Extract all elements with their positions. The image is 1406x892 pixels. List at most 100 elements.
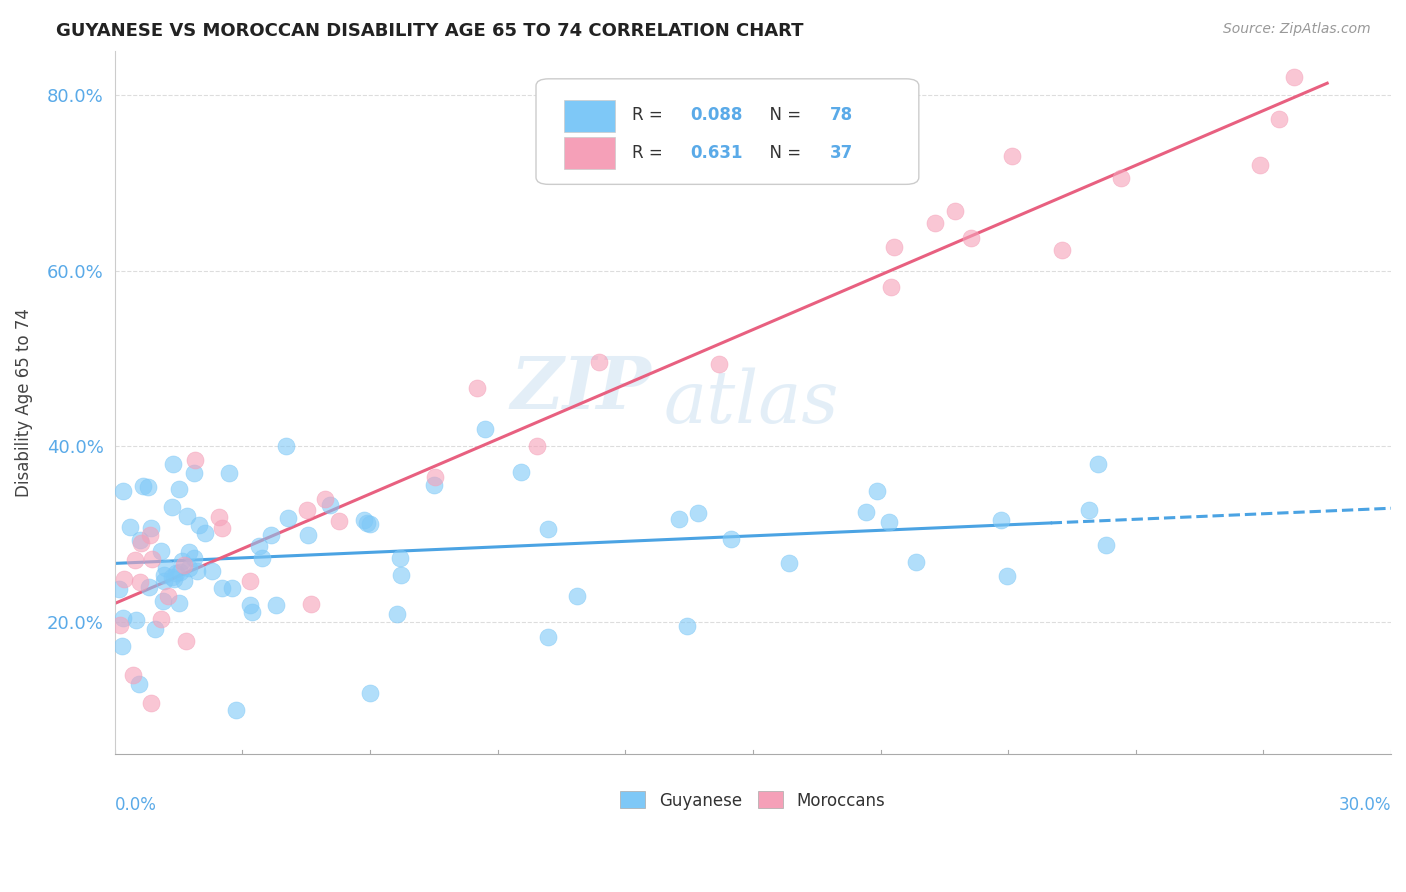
Point (129, 533, 152, 547)
Point (537, 630, 560, 644)
Point (1268, 112, 1291, 127)
Text: N =: N = (759, 145, 807, 162)
Point (240, 605, 263, 619)
Point (124, 552, 146, 566)
Point (391, 567, 413, 582)
Text: 37: 37 (830, 145, 853, 162)
Point (139, 520, 162, 534)
Point (150, 544, 173, 558)
Point (474, 422, 496, 436)
Point (169, 565, 191, 579)
Point (149, 612, 172, 626)
Point (877, 516, 900, 530)
Point (139, 528, 162, 542)
Point (112, 611, 135, 625)
Y-axis label: Disability Age 65 to 74: Disability Age 65 to 74 (15, 308, 32, 497)
Point (319, 498, 342, 512)
Point (132, 478, 155, 492)
Point (128, 574, 150, 589)
Point (297, 527, 319, 541)
Point (252, 551, 274, 566)
Point (855, 505, 877, 519)
Point (153, 568, 176, 582)
Point (111, 483, 134, 498)
Point (177, 545, 200, 559)
Point (385, 607, 408, 621)
Point (112, 572, 135, 586)
Point (1050, 244, 1073, 258)
Point (588, 355, 610, 369)
Text: 0.0%: 0.0% (115, 797, 156, 814)
Point (221, 582, 243, 596)
Point (136, 480, 159, 494)
Point (167, 596, 190, 610)
Text: 0.088: 0.088 (690, 106, 742, 124)
Point (141, 696, 163, 710)
Point (866, 484, 889, 499)
Point (141, 551, 163, 566)
Point (183, 466, 205, 480)
Text: ZIP: ZIP (510, 353, 651, 424)
Point (1249, 158, 1271, 172)
Point (239, 574, 262, 589)
Point (165, 566, 187, 580)
Point (356, 516, 378, 530)
Legend: Guyanese, Moroccans: Guyanese, Moroccans (613, 785, 893, 816)
Point (111, 640, 134, 654)
Point (125, 613, 148, 627)
Point (1284, 70, 1306, 84)
Point (1109, 171, 1132, 186)
Point (1087, 457, 1109, 471)
Point (184, 452, 207, 467)
Point (163, 572, 186, 586)
Point (129, 536, 152, 550)
Point (995, 569, 1018, 583)
Point (170, 554, 193, 568)
Point (943, 204, 966, 219)
Point (208, 509, 231, 524)
Text: 30.0%: 30.0% (1339, 797, 1391, 814)
Point (152, 593, 174, 607)
Point (676, 618, 699, 632)
Point (924, 216, 946, 230)
Point (259, 528, 281, 542)
Text: R =: R = (631, 145, 668, 162)
Point (194, 526, 217, 541)
Point (247, 539, 270, 553)
Text: N =: N = (759, 106, 807, 124)
Text: atlas: atlas (664, 368, 839, 438)
Point (160, 570, 183, 584)
Point (537, 522, 560, 536)
Point (880, 280, 903, 294)
Point (314, 492, 336, 507)
Point (108, 582, 131, 596)
Point (239, 598, 262, 612)
FancyBboxPatch shape (564, 100, 614, 132)
Point (277, 511, 299, 525)
Point (526, 439, 548, 453)
Point (778, 556, 800, 570)
FancyBboxPatch shape (564, 137, 614, 169)
Point (567, 589, 589, 603)
Point (160, 500, 183, 515)
Text: GUYANESE VS MOROCCAN DISABILITY AGE 65 TO 74 CORRELATION CHART: GUYANESE VS MOROCCAN DISABILITY AGE 65 T… (56, 22, 804, 40)
Point (295, 503, 318, 517)
Text: R =: R = (631, 106, 668, 124)
Point (201, 564, 224, 578)
Point (1095, 538, 1118, 552)
Point (707, 357, 730, 371)
Point (1078, 503, 1101, 517)
Point (173, 558, 195, 572)
Point (509, 465, 531, 479)
Point (960, 230, 983, 244)
Point (328, 514, 350, 528)
Point (1001, 149, 1024, 163)
Text: 0.631: 0.631 (690, 145, 742, 162)
Point (688, 506, 710, 520)
Point (990, 513, 1012, 527)
Point (720, 532, 742, 546)
Point (225, 703, 247, 717)
Point (108, 618, 131, 632)
FancyBboxPatch shape (536, 78, 920, 185)
Point (155, 561, 177, 575)
